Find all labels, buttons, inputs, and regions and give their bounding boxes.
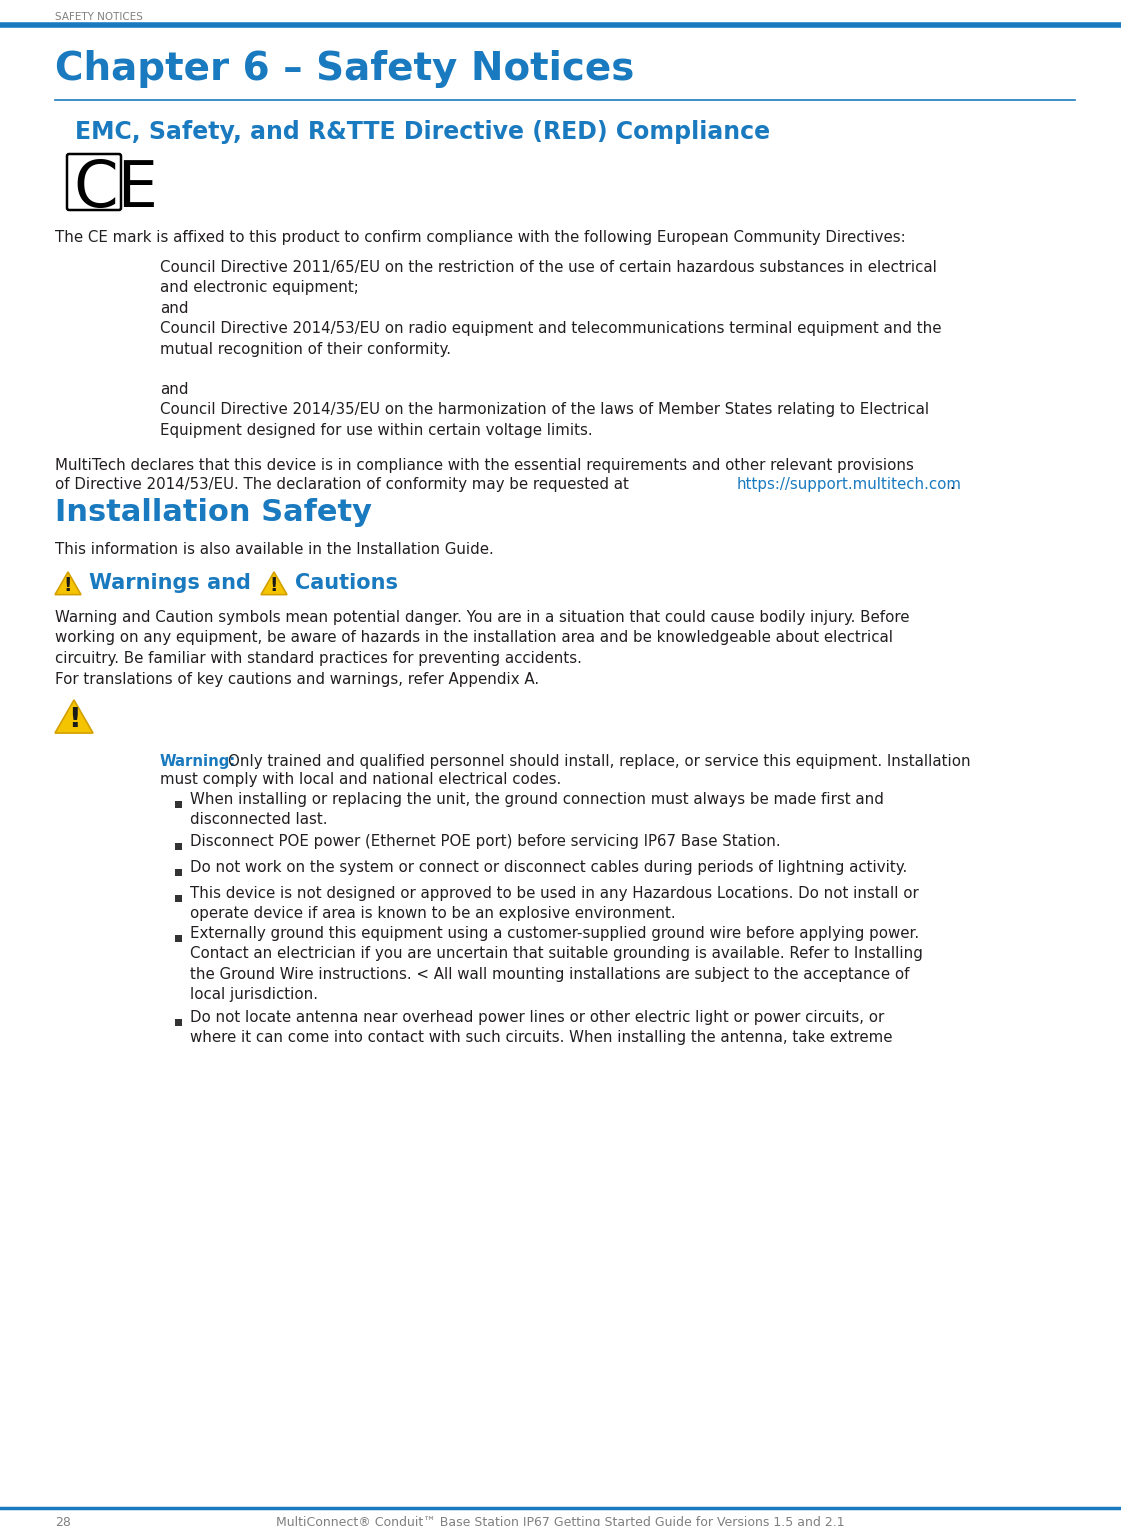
Text: SAFETY NOTICES: SAFETY NOTICES — [55, 12, 142, 21]
Text: MultiTech declares that this device is in compliance with the essential requirem: MultiTech declares that this device is i… — [55, 458, 914, 473]
Bar — [175, 1019, 182, 1025]
Text: Only trained and qualified personnel should install, replace, or service this eq: Only trained and qualified personnel sho… — [228, 754, 971, 769]
Text: CE: CE — [73, 159, 158, 220]
Polygon shape — [261, 572, 287, 595]
Text: 28: 28 — [55, 1515, 71, 1526]
Text: Warning and Caution symbols mean potential danger. You are in a situation that c: Warning and Caution symbols mean potenti… — [55, 610, 909, 665]
Text: Cautions: Cautions — [295, 572, 398, 594]
Text: must comply with local and national electrical codes.: must comply with local and national elec… — [160, 772, 562, 787]
Text: This device is not designed or approved to be used in any Hazardous Locations. D: This device is not designed or approved … — [189, 887, 919, 922]
Text: Disconnect POE power (Ethernet POE port) before servicing IP67 Base Station.: Disconnect POE power (Ethernet POE port)… — [189, 835, 780, 848]
Text: !: ! — [64, 575, 72, 595]
Text: Externally ground this equipment using a customer-supplied ground wire before ap: Externally ground this equipment using a… — [189, 926, 923, 1003]
Text: Chapter 6 – Safety Notices: Chapter 6 – Safety Notices — [55, 50, 634, 89]
Text: Do not work on the system or connect or disconnect cables during periods of ligh: Do not work on the system or connect or … — [189, 861, 907, 874]
Text: Installation Safety: Installation Safety — [55, 497, 372, 526]
Text: !: ! — [67, 707, 81, 732]
Polygon shape — [55, 700, 93, 732]
Bar — [175, 896, 182, 902]
Text: When installing or replacing the unit, the ground connection must always be made: When installing or replacing the unit, t… — [189, 792, 883, 827]
Text: !: ! — [270, 575, 278, 595]
Text: This information is also available in the Installation Guide.: This information is also available in th… — [55, 542, 493, 557]
Text: Warning:: Warning: — [160, 754, 237, 769]
Text: https://support.multitech.com: https://support.multitech.com — [736, 478, 962, 491]
Text: EMC, Safety, and R&TTE Directive (RED) Compliance: EMC, Safety, and R&TTE Directive (RED) C… — [75, 121, 770, 143]
Text: Do not locate antenna near overhead power lines or other electric light or power: Do not locate antenna near overhead powe… — [189, 1010, 892, 1045]
Text: and
Council Directive 2014/35/EU on the harmonization of the laws of Member Stat: and Council Directive 2014/35/EU on the … — [160, 382, 929, 438]
Text: The CE mark is affixed to this product to confirm compliance with the following : The CE mark is affixed to this product t… — [55, 230, 906, 246]
Bar — [175, 842, 182, 850]
Polygon shape — [55, 572, 81, 595]
Text: For translations of key cautions and warnings, refer Appendix A.: For translations of key cautions and war… — [55, 671, 539, 687]
Text: Warnings and: Warnings and — [89, 572, 251, 594]
Text: Council Directive 2011/65/EU on the restriction of the use of certain hazardous : Council Directive 2011/65/EU on the rest… — [160, 259, 942, 357]
Bar — [175, 868, 182, 876]
Text: of Directive 2014/53/EU. The declaration of conformity may be requested at: of Directive 2014/53/EU. The declaration… — [55, 478, 633, 491]
Text: MultiConnect® Conduit™ Base Station IP67 Getting Started Guide for Versions 1.5 : MultiConnect® Conduit™ Base Station IP67… — [276, 1515, 845, 1526]
Text: .: . — [949, 478, 954, 491]
Bar — [175, 935, 182, 942]
Bar — [175, 801, 182, 807]
